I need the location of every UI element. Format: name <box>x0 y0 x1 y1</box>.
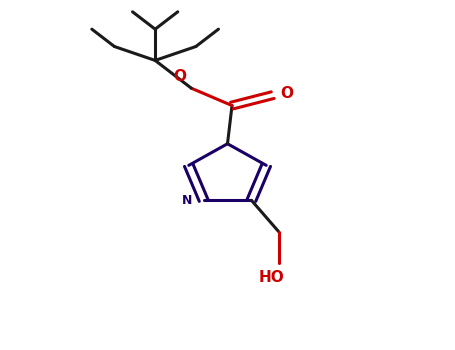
Text: O: O <box>280 86 293 101</box>
Text: N: N <box>182 194 192 207</box>
Text: O: O <box>173 69 186 84</box>
Text: HO: HO <box>259 270 285 285</box>
